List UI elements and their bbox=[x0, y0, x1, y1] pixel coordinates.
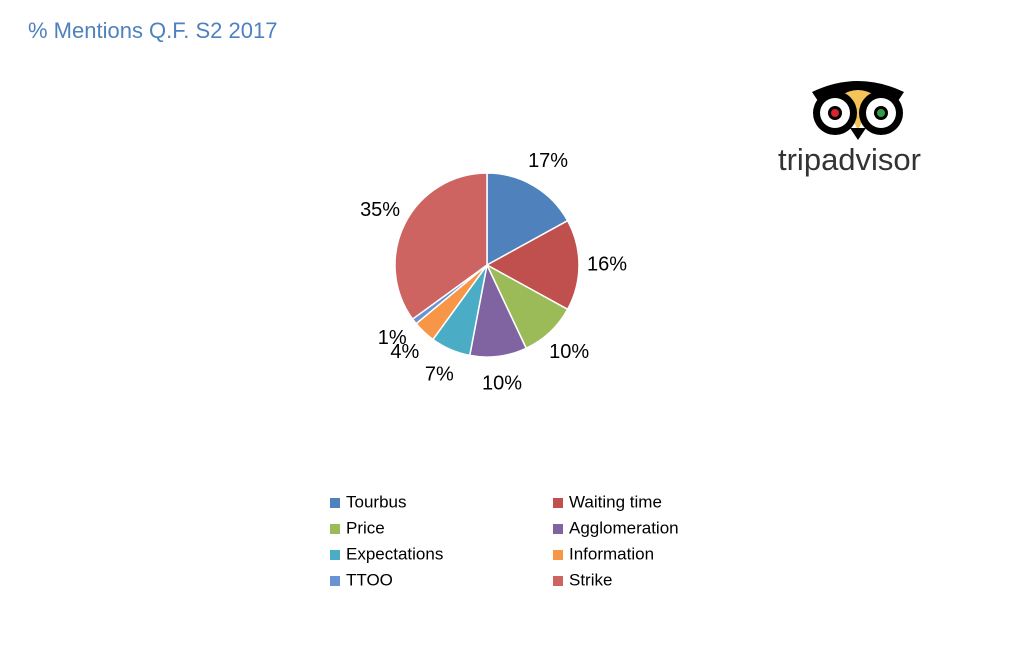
data-label: 17% bbox=[528, 150, 568, 172]
legend-label: Agglomeration bbox=[569, 518, 679, 537]
legend-swatch bbox=[553, 550, 563, 560]
legend-label: Information bbox=[569, 544, 654, 563]
data-label: 35% bbox=[360, 199, 400, 221]
legend-swatch bbox=[330, 524, 340, 534]
logo-text: tripadvisor bbox=[778, 142, 921, 177]
logo-owl bbox=[812, 81, 904, 140]
data-label: 10% bbox=[482, 372, 522, 394]
legend-swatch bbox=[330, 498, 340, 508]
legend-label: Waiting time bbox=[569, 492, 662, 511]
legend-swatch bbox=[553, 576, 563, 586]
legend-swatch bbox=[330, 576, 340, 586]
pie-slice bbox=[394, 172, 488, 321]
data-label: 4% bbox=[390, 341, 419, 363]
data-label: 10% bbox=[549, 341, 589, 363]
pie-slice bbox=[486, 172, 569, 267]
data-label: 1% bbox=[378, 327, 407, 349]
legend-label: Expectations bbox=[346, 544, 443, 563]
legend-swatch bbox=[553, 498, 563, 508]
legend-label: Tourbus bbox=[346, 492, 406, 511]
data-label: 16% bbox=[587, 253, 627, 275]
legend-swatch bbox=[330, 550, 340, 560]
pie-slice bbox=[485, 219, 580, 311]
legend-label: Strike bbox=[569, 570, 612, 589]
data-label: 7% bbox=[425, 363, 454, 385]
chart-title: % Mentions Q.F. S2 2017 bbox=[28, 18, 277, 43]
legend-label: TTOO bbox=[346, 570, 393, 589]
legend-label: Price bbox=[346, 518, 385, 537]
legend-swatch bbox=[553, 524, 563, 534]
